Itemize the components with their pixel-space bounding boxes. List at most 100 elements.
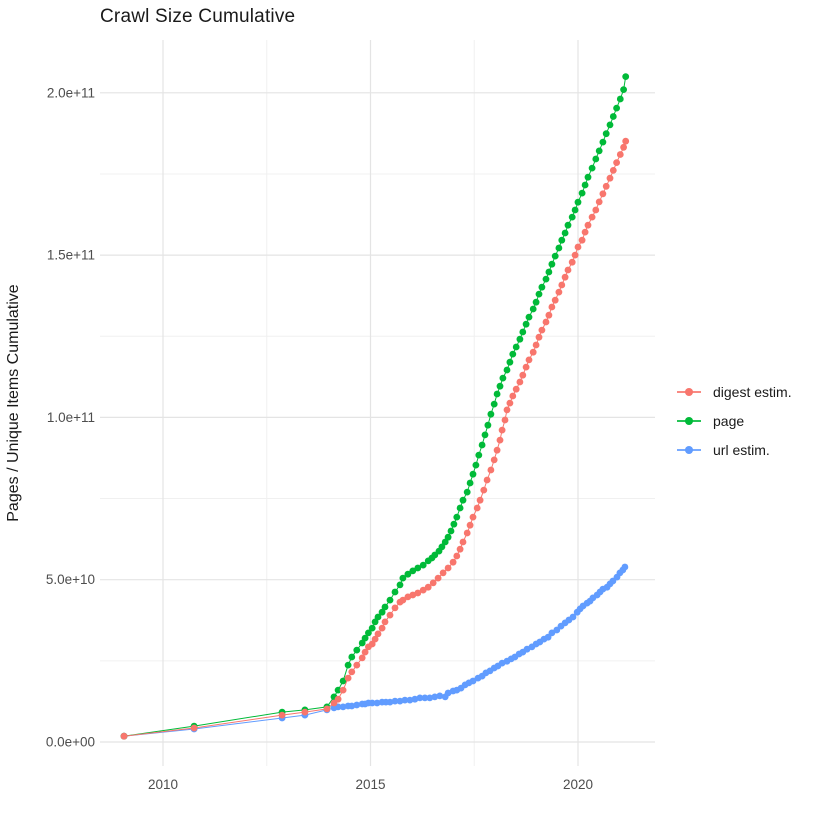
y-tick-label: 2.0e+11 — [47, 85, 95, 100]
data-point — [542, 275, 550, 283]
data-point — [616, 151, 624, 158]
data-point — [574, 243, 582, 251]
data-point — [444, 564, 452, 572]
data-point — [555, 244, 563, 252]
data-point — [473, 504, 481, 512]
data-point — [401, 696, 409, 704]
legend-label: url estim. — [713, 441, 770, 458]
data-point — [339, 686, 347, 694]
data-point — [439, 569, 447, 577]
data-point — [301, 708, 309, 716]
data-point — [348, 668, 356, 676]
data-point — [481, 431, 489, 439]
data-point — [361, 648, 369, 656]
data-point — [381, 603, 389, 611]
data-point — [374, 630, 382, 638]
data-point — [519, 328, 527, 336]
data-point — [463, 488, 471, 496]
data-point — [621, 563, 629, 571]
data-point — [444, 533, 452, 541]
data-point — [436, 692, 444, 700]
data-point — [592, 206, 600, 214]
data-point — [588, 213, 596, 221]
data-point — [538, 283, 546, 291]
data-point — [525, 356, 533, 364]
data-point — [378, 624, 386, 632]
data-point — [475, 451, 483, 459]
data-point — [606, 174, 614, 182]
data-point — [622, 73, 630, 80]
data-point — [501, 416, 509, 424]
data-point — [529, 348, 537, 356]
data-point — [459, 496, 467, 504]
data-point — [378, 608, 386, 616]
data-point — [429, 579, 437, 587]
legend-key-icon — [676, 384, 702, 400]
data-point — [404, 570, 412, 578]
data-point — [334, 695, 342, 703]
data-point — [522, 320, 530, 328]
data-point — [599, 190, 607, 198]
legend-item-page: page — [676, 406, 792, 435]
data-point — [391, 588, 399, 596]
data-point — [561, 229, 569, 237]
data-point — [484, 421, 492, 429]
data-point — [542, 318, 550, 326]
y-tick-label: 1.0e+11 — [47, 410, 95, 425]
data-point — [503, 366, 511, 374]
data-point — [574, 198, 582, 206]
data-point — [459, 538, 467, 546]
data-point — [506, 358, 514, 366]
data-point — [334, 686, 342, 694]
data-point — [368, 640, 376, 648]
data-point — [480, 486, 488, 494]
data-point — [344, 674, 352, 682]
data-point — [616, 95, 624, 103]
data-point — [545, 311, 553, 319]
data-point — [399, 596, 407, 604]
data-point — [602, 130, 610, 138]
data-point — [568, 213, 576, 221]
data-point — [595, 198, 603, 206]
x-tick-label: 2020 — [563, 777, 593, 792]
data-point — [434, 574, 442, 582]
data-point — [469, 513, 477, 521]
data-point — [348, 653, 356, 661]
data-point — [584, 173, 592, 181]
data-point — [569, 613, 577, 621]
data-point — [381, 618, 389, 626]
series-line-digest-estim- — [123, 141, 627, 737]
data-point — [571, 206, 579, 214]
data-point — [365, 629, 372, 637]
data-point — [416, 694, 424, 702]
data-point — [532, 341, 540, 349]
data-point — [472, 461, 480, 469]
data-point — [620, 143, 627, 151]
data-point — [361, 634, 369, 642]
data-point — [602, 182, 610, 190]
data-point — [509, 350, 517, 358]
data-point — [353, 646, 361, 654]
data-point — [578, 189, 586, 197]
data-point — [535, 333, 543, 341]
data-point — [399, 574, 407, 582]
data-point — [414, 589, 422, 597]
data-point — [396, 581, 404, 589]
data-point — [545, 268, 553, 276]
data-point — [490, 400, 498, 408]
data-point — [469, 470, 477, 478]
data-point — [449, 558, 457, 566]
data-point — [386, 611, 394, 619]
data-point — [456, 545, 464, 553]
y-tick-label: 5.0e+10 — [46, 572, 95, 587]
data-point — [466, 521, 474, 529]
data-point — [516, 378, 524, 386]
data-point — [419, 561, 427, 569]
x-tick-label: 2010 — [148, 777, 178, 792]
data-point — [522, 363, 530, 371]
y-tick-label: 0.0e+00 — [46, 735, 95, 750]
data-point — [469, 677, 477, 685]
data-point — [391, 697, 399, 705]
